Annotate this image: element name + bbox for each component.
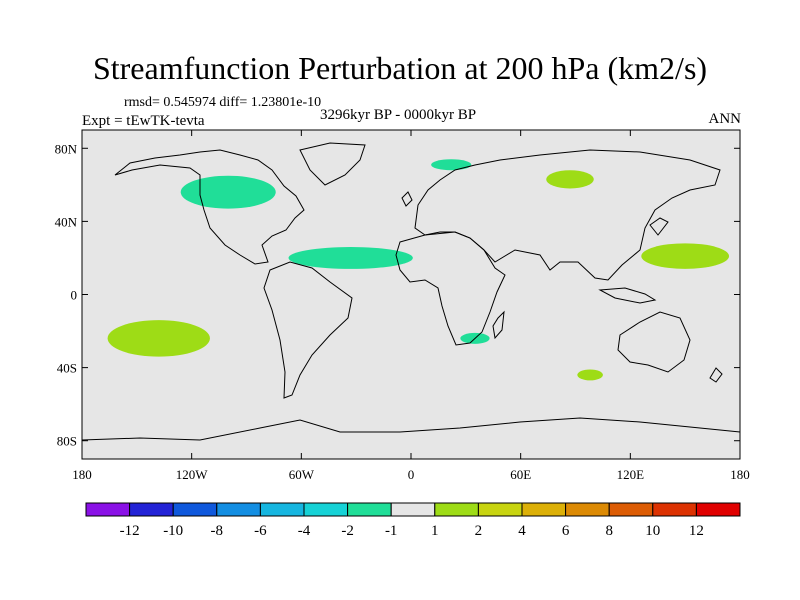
colorbar-swatch bbox=[477, 502, 523, 517]
colorbar-swatch bbox=[521, 502, 567, 517]
stats-line: rmsd= 0.545974 diff= 1.23801e-10 bbox=[124, 95, 322, 110]
coast-new-zealand bbox=[709, 367, 723, 383]
experiment-label: Expt = tEwTK-tevta bbox=[82, 113, 205, 129]
y-tick-label: 40S bbox=[57, 361, 77, 376]
coast-eurasia bbox=[414, 149, 721, 281]
colorbar-label: -12 bbox=[120, 523, 140, 539]
colorbar-label: 8 bbox=[605, 523, 613, 539]
anomaly-central-asia bbox=[546, 170, 594, 189]
colorbar-swatch bbox=[303, 502, 349, 517]
colorbar-swatch bbox=[434, 502, 479, 517]
colorbar-label: -8 bbox=[211, 523, 224, 539]
x-tick-label: 120E bbox=[617, 467, 645, 482]
period-label: 3296kyr BP - 0000kyr BP bbox=[320, 107, 477, 123]
colorbar-label: 6 bbox=[562, 523, 570, 539]
colorbar-swatch bbox=[390, 502, 436, 517]
anomaly-northwest-pacific bbox=[641, 243, 730, 269]
anomaly-scandinavia bbox=[431, 159, 472, 171]
anomaly-layer bbox=[107, 159, 730, 381]
colorbar-label: -10 bbox=[163, 523, 183, 539]
coast-greenland bbox=[299, 142, 366, 186]
x-tick-label: 180 bbox=[730, 467, 750, 482]
colorbar: -12 -10 -8 -6 -4 -2 -1 1 2 4 6 8 10 12 bbox=[85, 502, 741, 539]
y-tick-label: 40N bbox=[55, 214, 78, 229]
x-tick-label: 0 bbox=[408, 467, 415, 482]
colorbar-label: -4 bbox=[298, 523, 311, 539]
coast-antarctica bbox=[81, 417, 741, 441]
anomaly-south-indian-ocean bbox=[577, 369, 603, 381]
coast-africa bbox=[395, 231, 506, 346]
colorbar-swatch bbox=[259, 502, 305, 517]
colorbar-swatch bbox=[608, 502, 654, 517]
coastlines bbox=[81, 142, 741, 441]
x-tick-label: 120W bbox=[176, 467, 209, 482]
colorbar-swatch bbox=[652, 502, 697, 517]
colorbar-swatch bbox=[129, 502, 174, 517]
y-tick-label: 80N bbox=[55, 141, 78, 156]
colorbar-label: 1 bbox=[431, 523, 439, 539]
season-label: ANN bbox=[708, 111, 742, 127]
colorbar-label: 2 bbox=[475, 523, 483, 539]
x-tick-label: 60E bbox=[510, 467, 531, 482]
coast-australia bbox=[617, 311, 691, 373]
colorbar-label: 4 bbox=[518, 523, 526, 539]
colorbar-swatch bbox=[85, 502, 131, 517]
plot-title: Streamfunction Perturbation at 200 hPa (… bbox=[92, 50, 708, 86]
x-tick-label: 180 bbox=[72, 467, 92, 482]
colorbar-swatch bbox=[172, 502, 218, 517]
colorbar-label: -2 bbox=[341, 523, 354, 539]
map-axes: 180 120W 60W 0 60E 120E 180 80N 40N 0 40S 80S bbox=[55, 130, 750, 482]
coast-madagascar bbox=[492, 310, 505, 340]
y-tick-label: 0 bbox=[71, 288, 78, 303]
colorbar-swatch bbox=[695, 502, 741, 517]
colorbar-label: 12 bbox=[689, 523, 704, 539]
anomaly-north-america bbox=[180, 175, 276, 209]
coast-indonesia bbox=[598, 287, 657, 304]
x-tick-label: 60W bbox=[289, 467, 315, 482]
map-ocean-background bbox=[82, 130, 740, 459]
y-tick-label: 80S bbox=[57, 434, 77, 449]
colorbar-swatch bbox=[565, 502, 610, 517]
colorbar-swatch bbox=[347, 502, 392, 517]
colorbar-label: -6 bbox=[254, 523, 267, 539]
coast-north-america bbox=[114, 149, 305, 265]
anomaly-tropical-atlantic bbox=[288, 246, 413, 269]
colorbar-label: -1 bbox=[385, 523, 398, 539]
colorbar-swatch bbox=[216, 502, 261, 517]
colorbar-label: 10 bbox=[645, 523, 660, 539]
coast-south-america bbox=[263, 261, 353, 399]
anomaly-south-pacific bbox=[107, 320, 210, 357]
coast-britain bbox=[401, 191, 413, 207]
coast-japan bbox=[649, 217, 669, 236]
